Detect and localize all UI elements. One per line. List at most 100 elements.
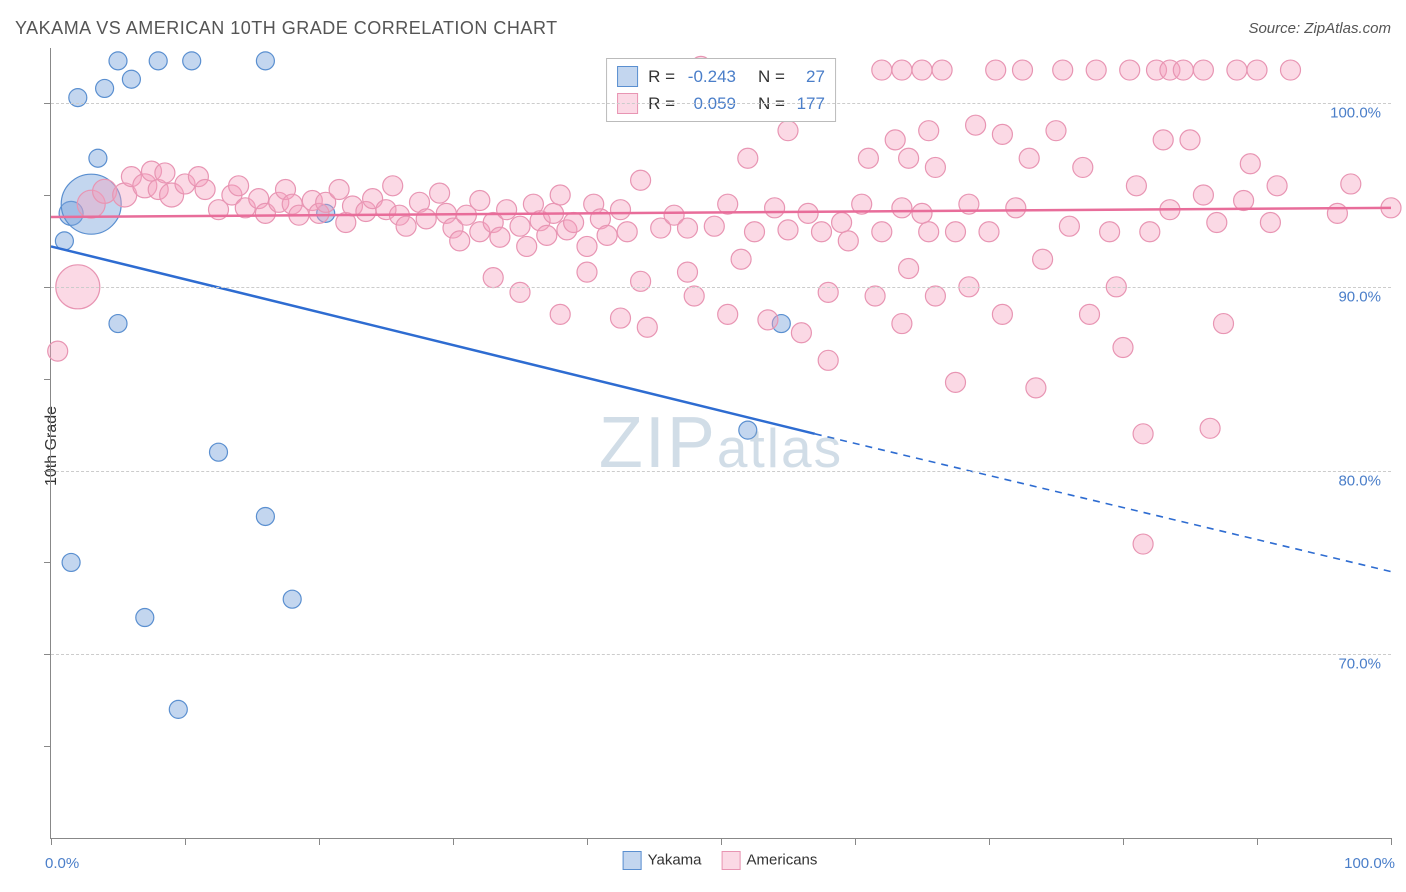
scatter-point [210, 443, 228, 461]
x-axis-max-label: 100.0% [1344, 855, 1395, 872]
scatter-point [517, 236, 537, 256]
gridline [51, 287, 1391, 288]
scatter-point [684, 286, 704, 306]
trend-line-solid [51, 246, 815, 433]
x-tick [989, 838, 990, 845]
scatter-point [510, 282, 530, 302]
scatter-point [1073, 157, 1093, 177]
scatter-point [1026, 378, 1046, 398]
x-tick [185, 838, 186, 845]
scatter-point [979, 222, 999, 242]
scatter-point [912, 60, 932, 80]
scatter-point [122, 70, 140, 88]
legend-label: Yakama [648, 851, 702, 868]
header: YAKAMA VS AMERICAN 10TH GRADE CORRELATIO… [15, 18, 1391, 39]
x-tick [453, 838, 454, 845]
x-tick [1257, 838, 1258, 845]
scatter-point [1013, 60, 1033, 80]
scatter-point [62, 553, 80, 571]
scatter-point [510, 216, 530, 236]
y-tick [44, 195, 51, 196]
scatter-point [946, 372, 966, 392]
scatter-point [1234, 190, 1254, 210]
scatter-point [256, 52, 274, 70]
legend-label: Americans [747, 851, 818, 868]
scatter-point [818, 350, 838, 370]
legend-item: Americans [722, 851, 818, 870]
scatter-point [597, 225, 617, 245]
scatter-point [1180, 130, 1200, 150]
scatter-point [812, 222, 832, 242]
scatter-point [925, 157, 945, 177]
y-tick [44, 562, 51, 563]
scatter-point [1327, 203, 1347, 223]
plot-area: ZIPatlas R =-0.243N =27R =0.059N =177 70… [50, 48, 1391, 839]
scatter-point [577, 236, 597, 256]
scatter-point [798, 203, 818, 223]
scatter-point [1260, 213, 1280, 233]
scatter-point [739, 421, 757, 439]
stat-swatch [617, 66, 638, 87]
scatter-point [109, 315, 127, 333]
scatter-point [109, 52, 127, 70]
scatter-point [704, 216, 724, 236]
x-tick [51, 838, 52, 845]
scatter-point [899, 148, 919, 168]
scatter-point [416, 209, 436, 229]
stat-r-value: -0.243 [681, 63, 736, 90]
scatter-point [1240, 154, 1260, 174]
scatter-point [892, 60, 912, 80]
scatter-point [1059, 216, 1079, 236]
scatter-point [1193, 185, 1213, 205]
x-tick [721, 838, 722, 845]
scatter-point [992, 124, 1012, 144]
scatter-point [892, 314, 912, 334]
y-tick-label: 80.0% [1338, 472, 1381, 489]
scatter-point [1227, 60, 1247, 80]
scatter-point [631, 170, 651, 190]
scatter-point [745, 222, 765, 242]
scatter-point [872, 222, 892, 242]
scatter-point [946, 222, 966, 242]
gridline [51, 471, 1391, 472]
x-tick [319, 838, 320, 845]
scatter-point [169, 700, 187, 718]
scatter-point [383, 176, 403, 196]
scatter-point [396, 216, 416, 236]
scatter-point [818, 282, 838, 302]
scatter-point [329, 179, 349, 199]
scatter-point [1214, 314, 1234, 334]
scatter-point [885, 130, 905, 150]
stat-r-label: R = [648, 63, 675, 90]
scatter-point [718, 304, 738, 324]
y-tick-label: 70.0% [1338, 656, 1381, 673]
y-tick-label: 90.0% [1338, 288, 1381, 305]
x-axis-min-label: 0.0% [45, 855, 79, 872]
scatter-point [611, 200, 631, 220]
scatter-point [183, 52, 201, 70]
x-tick [587, 838, 588, 845]
scatter-point [738, 148, 758, 168]
scatter-point [149, 52, 167, 70]
legend-swatch [623, 851, 642, 870]
scatter-point [899, 258, 919, 278]
scatter-point [986, 60, 1006, 80]
scatter-point [450, 231, 470, 251]
scatter-point [1281, 60, 1301, 80]
scatter-point [678, 218, 698, 238]
scatter-point [832, 213, 852, 233]
scatter-point [470, 190, 490, 210]
scatter-point [1133, 534, 1153, 554]
scatter-point [1019, 148, 1039, 168]
scatter-point [1341, 174, 1361, 194]
scatter-point [925, 286, 945, 306]
stat-row: R =-0.243N =27 [617, 63, 825, 90]
scatter-point [256, 507, 274, 525]
scatter-point [1153, 130, 1173, 150]
scatter-point [1086, 60, 1106, 80]
scatter-point [283, 590, 301, 608]
scatter-point [89, 149, 107, 167]
gridline [51, 654, 1391, 655]
scatter-point [791, 323, 811, 343]
chart-area: ZIPatlas R =-0.243N =27R =0.059N =177 70… [50, 48, 1390, 838]
